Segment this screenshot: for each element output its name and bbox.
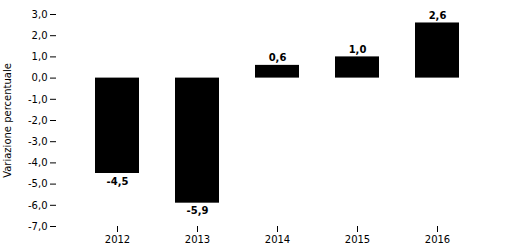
svg-text:-2,0: -2,0 — [28, 115, 48, 126]
svg-text:2014: 2014 — [265, 234, 290, 245]
svg-text:-7,0: -7,0 — [28, 221, 48, 232]
svg-text:-4,0: -4,0 — [28, 157, 48, 168]
svg-text:2015: 2015 — [345, 234, 370, 245]
svg-text:3,0: 3,0 — [32, 9, 48, 20]
svg-text:Variazione percentuale: Variazione percentuale — [2, 63, 13, 178]
svg-text:-4,5: -4,5 — [107, 176, 129, 187]
svg-text:0,6: 0,6 — [269, 52, 287, 63]
svg-text:2012: 2012 — [105, 234, 130, 245]
svg-text:-1,0: -1,0 — [28, 94, 48, 105]
svg-text:0,0: 0,0 — [32, 72, 48, 83]
svg-text:-5,0: -5,0 — [28, 178, 48, 189]
svg-text:-6,0: -6,0 — [28, 200, 48, 211]
svg-text:1,0: 1,0 — [349, 44, 367, 55]
svg-text:-3,0: -3,0 — [28, 136, 48, 147]
svg-text:1,0: 1,0 — [32, 51, 48, 62]
svg-text:2,6: 2,6 — [429, 10, 447, 21]
svg-text:-5,9: -5,9 — [187, 205, 209, 216]
svg-text:2013: 2013 — [185, 234, 210, 245]
svg-text:2016: 2016 — [425, 234, 450, 245]
svg-text:2,0: 2,0 — [32, 30, 48, 41]
